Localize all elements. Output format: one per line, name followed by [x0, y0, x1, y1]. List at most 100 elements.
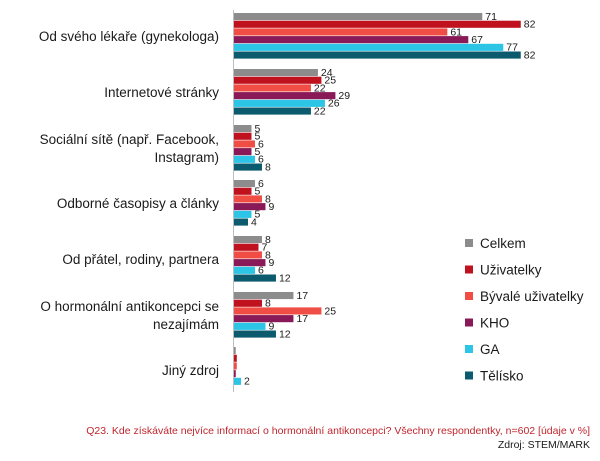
data-label: 25	[324, 305, 336, 317]
bar	[234, 251, 262, 259]
data-label: 17	[296, 290, 308, 302]
data-label: 5	[254, 186, 260, 198]
data-label: 82	[524, 49, 536, 61]
data-label: 8	[265, 161, 271, 173]
bar	[234, 51, 521, 59]
data-label: 6	[258, 265, 264, 277]
data-label: 82	[524, 19, 536, 31]
bar	[234, 299, 262, 307]
category-label: Jiný zdroj	[162, 363, 219, 378]
bar	[234, 243, 259, 251]
bar	[234, 330, 276, 338]
data-label: 8	[265, 234, 271, 246]
bar	[234, 274, 276, 282]
data-label: 26	[328, 98, 340, 110]
bar	[234, 236, 262, 244]
bar	[234, 13, 483, 21]
bar	[234, 84, 311, 92]
data-label: 5	[254, 209, 260, 221]
bar	[234, 76, 322, 84]
legend-label: Celkem	[480, 236, 526, 251]
data-label: 9	[268, 201, 274, 213]
data-label: 12	[279, 272, 291, 284]
bar	[234, 180, 255, 188]
data-label: 6	[258, 138, 264, 150]
legend-label: KHO	[480, 316, 509, 331]
category-label: Internetové stránky	[104, 85, 219, 100]
bar	[234, 36, 469, 44]
bar	[234, 92, 336, 100]
category-label: Instagram)	[154, 150, 219, 165]
legend-swatch	[465, 292, 473, 300]
bar	[234, 69, 318, 77]
bar	[234, 148, 252, 156]
data-label: 22	[314, 105, 326, 117]
bar	[234, 43, 504, 51]
bar	[234, 354, 237, 362]
data-label: 6	[258, 154, 264, 166]
data-label: 25	[324, 75, 336, 87]
category-label: Sociální sítě (např. Facebook,	[40, 132, 219, 147]
bar	[234, 292, 294, 300]
legend-swatch	[465, 239, 473, 247]
data-label: 12	[279, 328, 291, 340]
footnote-question: Q23. Kde získáváte nejvíce informací o h…	[86, 425, 590, 437]
bar	[234, 99, 325, 107]
data-label: 7	[261, 242, 267, 254]
category-label: O hormonální antikoncepci se	[40, 299, 219, 314]
data-label: 29	[338, 90, 350, 102]
legend-label: GA	[480, 342, 500, 357]
data-label: 2	[244, 376, 250, 388]
footnote-source: Zdroj: STEM/MARK	[497, 439, 590, 451]
legend-label: Bývalé uživatelky	[480, 289, 584, 304]
bar	[234, 377, 241, 385]
bar	[234, 28, 448, 36]
bar	[234, 203, 266, 211]
bar	[234, 195, 262, 203]
data-label: 8	[265, 249, 271, 261]
category-label: Odborné časopisy a články	[57, 196, 219, 211]
bar	[234, 125, 252, 133]
bar	[234, 187, 252, 195]
category-label: nezajímám	[153, 317, 219, 332]
legend-swatch	[465, 371, 473, 380]
data-label: 71	[485, 11, 497, 23]
category-labels: Od svého lékaře (gynekologa) Internetové …	[39, 29, 220, 378]
bar-chart: 7182616777822425222926225565686589548789…	[39, 10, 584, 392]
bar	[234, 20, 521, 28]
bar	[234, 132, 252, 140]
bar	[234, 140, 255, 148]
data-label: 17	[296, 313, 308, 325]
bar	[234, 315, 294, 323]
data-label: 5	[254, 131, 260, 143]
data-label: 9	[268, 321, 274, 333]
legend: Celkem Uživatelky Bývalé uživatelky KHO GA Tě…	[465, 236, 584, 384]
bar	[234, 210, 252, 218]
data-label: 4	[251, 216, 257, 228]
data-label: 61	[450, 26, 462, 38]
footnote: Q23. Kde získáváte nejvíce informací o h…	[0, 424, 590, 452]
bar	[234, 155, 255, 163]
legend-swatch	[465, 265, 473, 274]
data-label: 5	[254, 146, 260, 158]
bar	[234, 347, 236, 355]
data-label: 5	[254, 123, 260, 135]
data-label: 6	[258, 178, 264, 190]
data-label: 77	[506, 42, 518, 54]
bar	[234, 266, 255, 274]
bar	[234, 370, 236, 378]
data-label: 24	[321, 67, 333, 79]
data-label: 9	[268, 257, 274, 269]
bar	[234, 163, 262, 171]
bar	[234, 218, 248, 226]
data-label: 67	[471, 34, 483, 46]
bar	[234, 107, 311, 115]
bars-group: 7182616777822425222926225565686589548789…	[234, 11, 536, 388]
category-label: Od přátel, rodiny, partnera	[62, 252, 219, 267]
data-label: 8	[265, 298, 271, 310]
data-label: 22	[314, 82, 326, 94]
bar	[234, 362, 237, 370]
bar	[234, 259, 266, 267]
legend-swatch	[465, 318, 473, 327]
legend-swatch	[465, 345, 473, 353]
